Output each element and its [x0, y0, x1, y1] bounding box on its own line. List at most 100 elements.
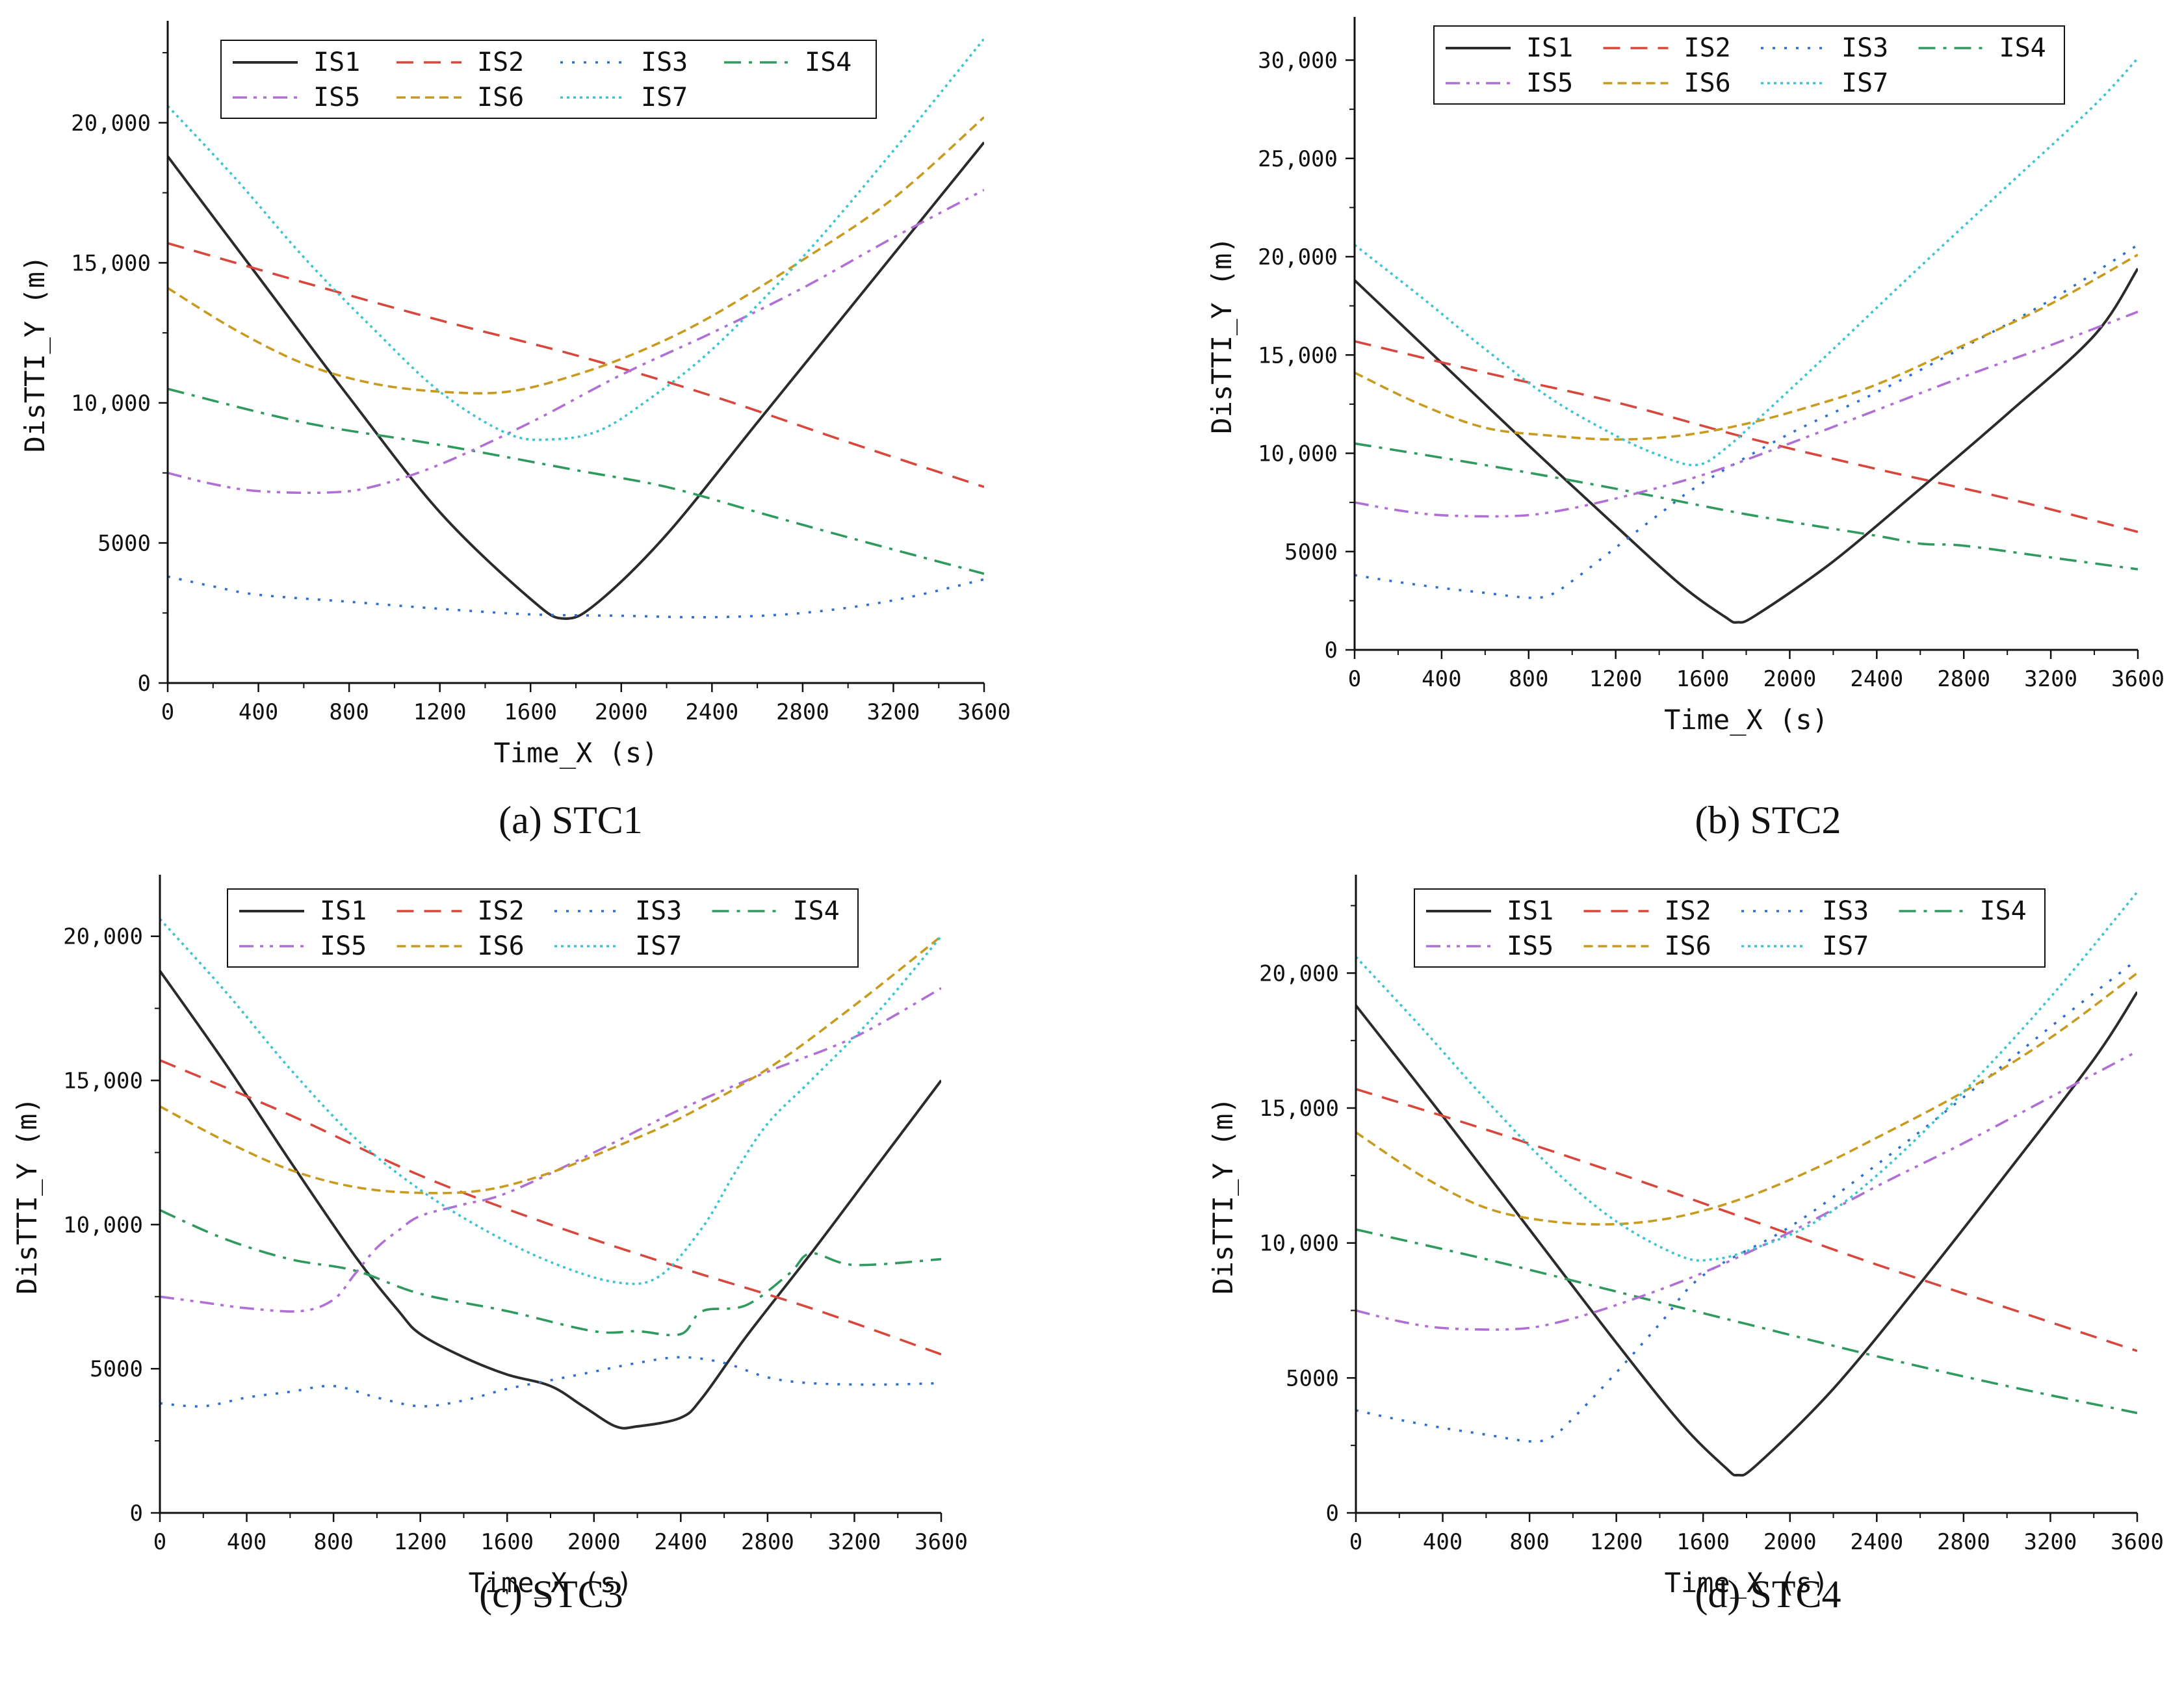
series-line-is5 — [168, 188, 984, 495]
x-tick-label: 3200 — [827, 1529, 881, 1555]
y-tick-label: 20,000 — [63, 924, 143, 950]
x-axis-title: Time_X (s) — [1664, 704, 1828, 736]
legend-label-is4: IS4 — [805, 47, 852, 77]
legend-label-is4: IS4 — [1980, 896, 2027, 926]
x-tick-label: 800 — [1509, 1529, 1549, 1555]
legend-label-is7: IS7 — [1822, 931, 1869, 961]
y-tick-label: 0 — [138, 671, 151, 697]
y-axis-title: DisTTI_Y (m) — [1206, 237, 1238, 433]
series-line-is2 — [1355, 340, 2138, 534]
series-group — [1356, 891, 2137, 1477]
legend-label-is2: IS2 — [477, 47, 524, 77]
x-tick-label: 1600 — [504, 699, 557, 725]
x-tick-label: 2400 — [1850, 1529, 1903, 1555]
series-line-is5 — [160, 987, 941, 1313]
chart-panel-4: 0 400 800 1200 1600 2000 2400 2800 3200 3600 0 5000… — [1207, 875, 2164, 1616]
series-group — [160, 918, 941, 1430]
series-line-is5 — [1355, 311, 2138, 518]
x-tick-label: 400 — [239, 699, 278, 725]
series-line-is6 — [168, 116, 984, 394]
x-axis-title: Time_X (s) — [494, 737, 658, 769]
y-tick-label: 20,000 — [1259, 961, 1339, 986]
legend-label-is6: IS6 — [477, 83, 524, 112]
legend-label-is2: IS2 — [1665, 896, 1711, 926]
x-tick-label: 2000 — [1763, 1529, 1817, 1555]
series-line-is7 — [160, 918, 941, 1285]
legend-box — [227, 888, 859, 968]
y-tick-label: 30,000 — [1258, 48, 1338, 74]
x-axis-title: Time_X (s) — [469, 1567, 633, 1599]
series-line-is4 — [168, 387, 984, 575]
x-tick-label: 1200 — [1590, 1529, 1643, 1555]
x-tick-label: 1600 — [1676, 1529, 1730, 1555]
y-tick-label: 15,000 — [63, 1068, 143, 1094]
legend: IS1 IS2 IS3 IS4 IS5 IS6 IS7 — [220, 40, 877, 119]
series-line-is3 — [1355, 244, 2138, 599]
x-tick-label: 400 — [1422, 666, 1461, 692]
legend-label-is7: IS7 — [641, 83, 688, 112]
legend-label-is4: IS4 — [793, 896, 840, 926]
legend-label-is2: IS2 — [1684, 33, 1731, 63]
x-tick-label: 3600 — [957, 699, 1011, 725]
series-line-is2 — [1356, 1088, 2137, 1352]
legend-label-is3: IS3 — [1822, 896, 1869, 926]
x-tick-label: 1200 — [413, 699, 467, 725]
legend-label-is1: IS1 — [313, 47, 360, 77]
x-tick-label: 2800 — [776, 699, 829, 725]
x-tick-label: 800 — [1509, 666, 1548, 692]
x-tick-label: 0 — [1348, 666, 1361, 692]
x-tick-label: 3200 — [2024, 666, 2077, 692]
series-line-is4 — [1356, 1228, 2137, 1415]
y-tick-label: 5000 — [98, 530, 151, 556]
panel-caption: (b) STC2 — [1695, 799, 1841, 842]
legend-label-is6: IS6 — [1665, 931, 1711, 961]
x-tick-label: 3200 — [2023, 1529, 2077, 1555]
series-line-is6 — [160, 935, 941, 1194]
series-line-is3 — [168, 575, 984, 619]
x-tick-label: 3600 — [915, 1529, 968, 1555]
y-tick-label: 5000 — [1284, 539, 1338, 565]
x-tick-label: 2800 — [1937, 666, 1990, 692]
series-line-is6 — [1356, 972, 2137, 1226]
x-tick-label: 0 — [161, 699, 174, 725]
chart-panel-1: 0 400 800 1200 1600 2000 2400 2800 3200 3600 0 5000… — [19, 21, 1011, 842]
series-line-is7 — [168, 38, 984, 441]
series-line-is3 — [160, 1356, 941, 1408]
x-tick-label: 0 — [153, 1529, 166, 1555]
legend-label-is5: IS5 — [313, 83, 360, 112]
x-tick-label: 1600 — [1676, 666, 1730, 692]
y-tick-label: 15,000 — [1259, 1096, 1339, 1122]
y-tick-label: 10,000 — [1259, 1231, 1339, 1257]
y-tick-label: 10,000 — [1258, 441, 1338, 467]
legend-label-is6: IS6 — [1684, 68, 1731, 98]
legend-box — [1414, 888, 2046, 968]
chart-panel-2: 0 400 800 1200 1600 2000 2400 2800 3200 3600 0 5000… — [1206, 17, 2164, 842]
legend-label-is1: IS1 — [1526, 33, 1573, 63]
panel-caption: (a) STC1 — [499, 799, 643, 842]
x-tick-label: 2000 — [1763, 666, 1816, 692]
legend-box — [1433, 25, 2065, 105]
legend-label-is1: IS1 — [320, 896, 367, 926]
y-axis-title: DisTTI_Y (m) — [19, 255, 51, 452]
series-line-is5 — [1356, 1050, 2137, 1331]
y-tick-label: 5000 — [1286, 1365, 1339, 1391]
x-tick-label: 2000 — [595, 699, 648, 725]
y-tick-label: 15,000 — [1258, 342, 1338, 368]
legend-label-is4: IS4 — [1999, 33, 2046, 63]
x-tick-label: 1600 — [480, 1529, 534, 1555]
x-tick-label: 1200 — [394, 1529, 447, 1555]
series-line-is7 — [1355, 57, 2138, 467]
x-tick-label: 2400 — [1850, 666, 1903, 692]
series-line-is1 — [160, 970, 941, 1430]
legend-label-is7: IS7 — [1841, 68, 1888, 98]
series-group — [1355, 57, 2138, 624]
series-line-is1 — [1355, 268, 2138, 624]
y-tick-label: 10,000 — [63, 1212, 143, 1238]
y-tick-label: 5000 — [90, 1356, 143, 1382]
x-axis-title: Time_X (s) — [1665, 1567, 1829, 1599]
y-tick-label: 10,000 — [71, 391, 151, 417]
legend-label-is7: IS7 — [635, 931, 682, 961]
x-tick-label: 400 — [1423, 1529, 1462, 1555]
x-tick-label: 3200 — [866, 699, 920, 725]
